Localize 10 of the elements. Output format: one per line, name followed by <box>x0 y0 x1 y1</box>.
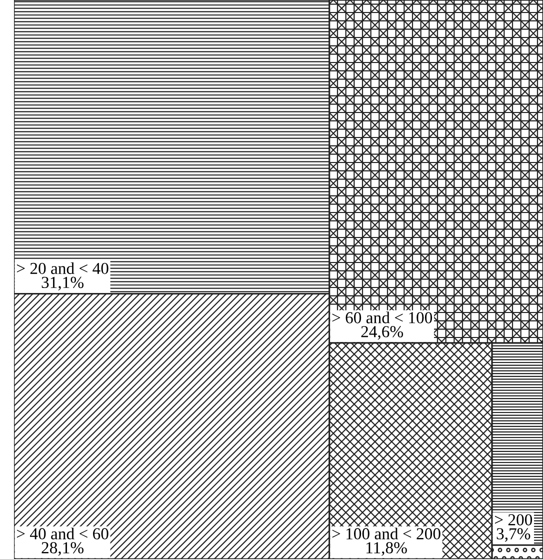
data-label: 3,7% <box>496 528 530 542</box>
category-label: > 100 and < 200 <box>332 528 440 540</box>
data-label: 31,1% <box>42 276 84 290</box>
data-label: 11,8% <box>366 542 407 556</box>
category-label: > 20 and < 40 <box>16 262 108 274</box>
category-label: > 200 <box>494 514 532 526</box>
category-label: > 60 and < 100 <box>332 312 432 324</box>
category-label: > 40 and < 60 <box>16 528 108 540</box>
data-label: 24,6% <box>361 326 404 340</box>
data-label: 28,1% <box>42 542 84 556</box>
